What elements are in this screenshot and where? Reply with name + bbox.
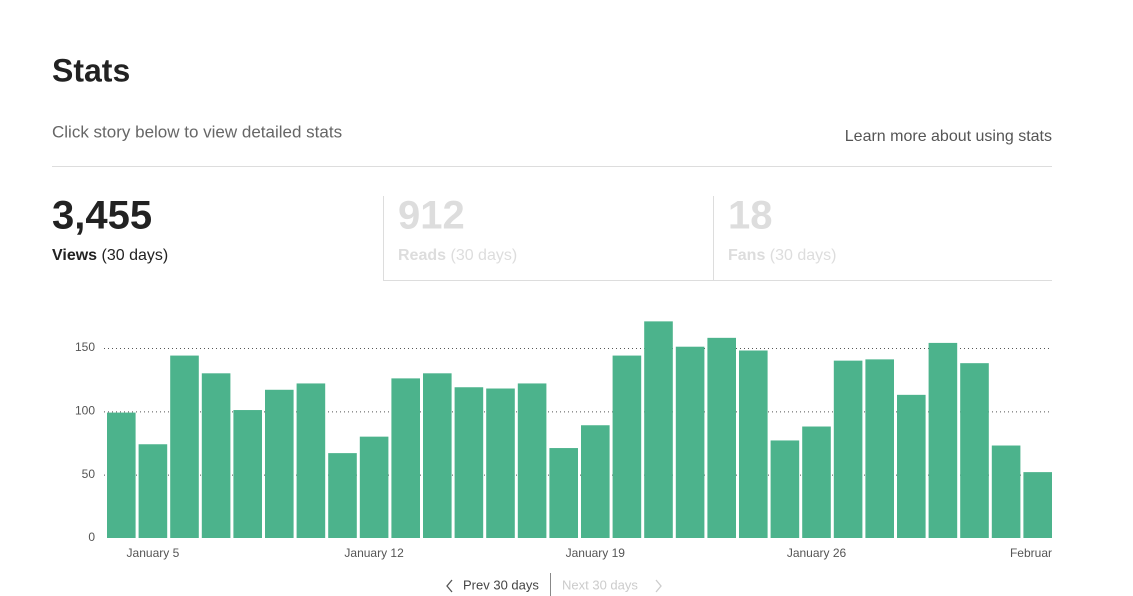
bar <box>960 363 989 538</box>
prev-button[interactable]: Prev 30 days <box>463 577 539 592</box>
bar <box>581 425 610 538</box>
tab-value: 3,455 <box>52 194 152 238</box>
help-link[interactable]: Learn more about using stats <box>845 128 1052 145</box>
bar <box>865 359 894 538</box>
bar <box>517 383 547 538</box>
bar <box>233 410 262 538</box>
tab-period: (30 days) <box>102 247 169 264</box>
tab-label-name: Views <box>52 247 97 264</box>
x-tick-label: January 12 <box>344 546 404 560</box>
tab-label-name: Fans <box>728 247 765 264</box>
bar <box>612 355 642 538</box>
bar <box>802 426 831 538</box>
bar <box>707 337 736 538</box>
page-title: Stats <box>52 52 130 88</box>
tab[interactable]: 18 Fans (30 days) <box>728 194 837 265</box>
tab-label-name: Reads <box>398 247 446 264</box>
y-tick-label: 0 <box>88 530 95 544</box>
bar <box>107 412 136 538</box>
bar <box>739 350 768 538</box>
bar <box>296 383 326 538</box>
bar <box>454 387 484 538</box>
prev-icon[interactable] <box>446 579 453 593</box>
tab-period: (30 days) <box>770 247 837 264</box>
bar <box>644 321 673 538</box>
chart: 0 50 100 150 January 5 January 12 January 19 Ja… <box>75 321 1052 560</box>
y-tick-label: 100 <box>75 403 95 417</box>
next-icon[interactable] <box>655 579 662 593</box>
x-tick-label: January 26 <box>787 546 847 560</box>
bar <box>833 360 863 538</box>
x-tick-label: January 19 <box>566 546 626 560</box>
bar <box>391 378 420 538</box>
bar <box>928 342 958 538</box>
bar <box>770 440 800 538</box>
bar <box>265 389 294 538</box>
bar <box>549 448 578 538</box>
x-tick-label: Februar <box>1010 546 1052 560</box>
bar <box>991 445 1021 538</box>
tab[interactable]: 912 Reads (30 days) <box>398 194 517 265</box>
tab-label: Reads (30 days) <box>398 247 517 264</box>
subtitle: Click story below to view detailed stats <box>52 122 342 141</box>
bar <box>170 355 199 538</box>
tab-period: (30 days) <box>450 247 517 264</box>
bar <box>328 453 357 538</box>
bar <box>359 436 389 538</box>
bar <box>138 444 168 538</box>
bar <box>675 346 705 538</box>
tab-value: 912 <box>398 194 465 238</box>
x-tick-label: January 5 <box>127 546 180 560</box>
next-button[interactable]: Next 30 days <box>562 577 638 592</box>
bar <box>423 373 452 538</box>
tab[interactable]: 3,455 Views (30 days) <box>52 194 168 265</box>
tab-value: 18 <box>728 194 773 238</box>
y-tick-label: 150 <box>75 340 95 354</box>
bar <box>1023 472 1052 538</box>
y-tick-label: 50 <box>82 467 96 481</box>
bar <box>201 373 231 538</box>
bar <box>897 394 926 538</box>
tab-label: Views (30 days) <box>52 247 168 264</box>
bar <box>486 388 515 538</box>
tab-label: Fans (30 days) <box>728 247 837 264</box>
